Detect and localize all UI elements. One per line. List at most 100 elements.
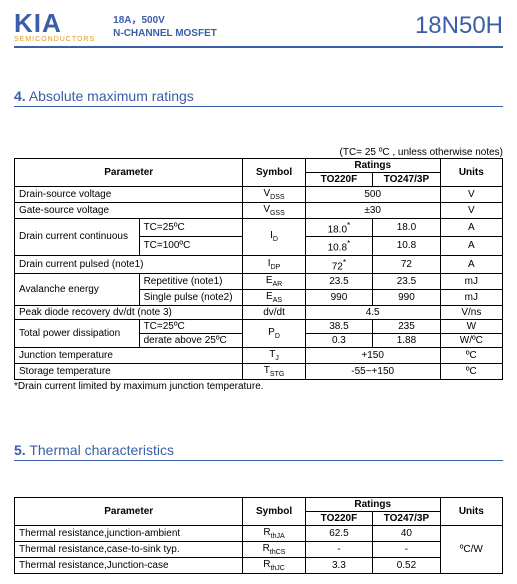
section4-title: Absolute maximum ratings bbox=[29, 88, 194, 104]
cond: TC=25ºC bbox=[139, 319, 243, 333]
rating-b: - bbox=[373, 541, 441, 557]
logo-sub: SEMICONDUCTORS bbox=[14, 36, 95, 43]
section5-num: 5. bbox=[14, 442, 26, 458]
symbol: EAR bbox=[243, 273, 305, 289]
rating-a: 38.5 bbox=[305, 319, 372, 333]
param: Thermal resistance,junction-ambient bbox=[15, 525, 243, 541]
param: Thermal resistance,Junction-case bbox=[15, 557, 243, 573]
rating-a: 3.3 bbox=[305, 557, 372, 573]
th-to2473p: TO247/3P bbox=[373, 173, 441, 187]
unit: V/ns bbox=[440, 305, 502, 319]
rating: -55~+150 bbox=[305, 363, 440, 379]
unit: A bbox=[440, 219, 502, 237]
th-symbol: Symbol bbox=[243, 159, 305, 187]
symbol: RthJC bbox=[243, 557, 305, 573]
section4-condition: (TC= 25 ºC , unless otherwise notes) bbox=[14, 147, 503, 158]
th-ratings: Ratings bbox=[305, 497, 440, 511]
rating-b: 72 bbox=[373, 255, 441, 273]
symbol: VDSS bbox=[243, 187, 305, 203]
table-row: Thermal resistance,Junction-case RthJC 3… bbox=[15, 557, 503, 573]
rating-b: 40 bbox=[373, 525, 441, 541]
table-header-row: Parameter Symbol Ratings Units bbox=[15, 497, 503, 511]
table-row: Drain current pulsed (note1) IDP 72* 72 … bbox=[15, 255, 503, 273]
cond: TC=100ºC bbox=[139, 237, 243, 255]
unit: A bbox=[440, 237, 502, 255]
th-to2473p: TO247/3P bbox=[373, 511, 441, 525]
unit: ºC bbox=[440, 363, 502, 379]
unit: V bbox=[440, 187, 502, 203]
rating-a: 23.5 bbox=[305, 273, 372, 289]
symbol: ID bbox=[243, 219, 305, 256]
symbol: PD bbox=[243, 319, 305, 347]
unit: mJ bbox=[440, 289, 502, 305]
table-row: Thermal resistance,junction-ambient RthJ… bbox=[15, 525, 503, 541]
symbol: VGSS bbox=[243, 203, 305, 219]
header: KIA SEMICONDUCTORS 18A，500V N-CHANNEL MO… bbox=[14, 10, 503, 48]
param: Storage temperature bbox=[15, 363, 243, 379]
rating-b: 10.8 bbox=[373, 237, 441, 255]
section4-num: 4. bbox=[14, 88, 26, 104]
table-row: Junction temperature TJ +150 ºC bbox=[15, 347, 503, 363]
rating: +150 bbox=[305, 347, 440, 363]
cond: derate above 25ºC bbox=[139, 333, 243, 347]
logo-main: KIA bbox=[14, 10, 95, 36]
section5-head: 5. Thermal characteristics bbox=[14, 442, 503, 461]
unit: A bbox=[440, 255, 502, 273]
unit: ºC bbox=[440, 347, 502, 363]
subtitle-line1: 18A，500V bbox=[113, 14, 415, 27]
rating-a: 0.3 bbox=[305, 333, 372, 347]
symbol: TSTG bbox=[243, 363, 305, 379]
param: Gate-source voltage bbox=[15, 203, 243, 219]
th-parameter: Parameter bbox=[15, 159, 243, 187]
symbol: IDP bbox=[243, 255, 305, 273]
rating-a: 990 bbox=[305, 289, 372, 305]
rating-a: 72* bbox=[305, 255, 372, 273]
symbol: dv/dt bbox=[243, 305, 305, 319]
param: Drain current pulsed (note1) bbox=[15, 255, 243, 273]
cond: TC=25ºC bbox=[139, 219, 243, 237]
th-symbol: Symbol bbox=[243, 497, 305, 525]
section4-head: 4. Absolute maximum ratings bbox=[14, 88, 503, 107]
rating: 500 bbox=[305, 187, 440, 203]
rating-b: 990 bbox=[373, 289, 441, 305]
th-units: Units bbox=[440, 159, 502, 187]
subtitle-line2: N-CHANNEL MOSFET bbox=[113, 27, 415, 40]
rating-b: 1.88 bbox=[373, 333, 441, 347]
ratings-table: Parameter Symbol Ratings Units TO220F TO… bbox=[14, 158, 503, 380]
th-units: Units bbox=[440, 497, 502, 525]
symbol: EAS bbox=[243, 289, 305, 305]
rating-b: 18.0 bbox=[373, 219, 441, 237]
th-to220f: TO220F bbox=[305, 511, 372, 525]
rating-a: 10.8* bbox=[305, 237, 372, 255]
unit: W bbox=[440, 319, 502, 333]
param: Total power dissipation bbox=[15, 319, 140, 347]
rating: ±30 bbox=[305, 203, 440, 219]
unit: V bbox=[440, 203, 502, 219]
rating-a: - bbox=[305, 541, 372, 557]
unit: W/ºC bbox=[440, 333, 502, 347]
logo-block: KIA SEMICONDUCTORS bbox=[14, 10, 95, 43]
rating-b: 235 bbox=[373, 319, 441, 333]
rating-b: 0.52 bbox=[373, 557, 441, 573]
table-row: Drain current continuous TC=25ºC ID 18.0… bbox=[15, 219, 503, 237]
unit: ºC/W bbox=[440, 525, 502, 573]
cond: Repetitive (note1) bbox=[139, 273, 243, 289]
param: Avalanche energy bbox=[15, 273, 140, 305]
table-header-row: Parameter Symbol Ratings Units bbox=[15, 159, 503, 173]
section5-title: Thermal characteristics bbox=[29, 442, 174, 458]
subtitle: 18A，500V N-CHANNEL MOSFET bbox=[113, 14, 415, 40]
symbol: RthJA bbox=[243, 525, 305, 541]
th-ratings: Ratings bbox=[305, 159, 440, 173]
param: Thermal resistance,case-to-sink typ. bbox=[15, 541, 243, 557]
unit: mJ bbox=[440, 273, 502, 289]
th-to220f: TO220F bbox=[305, 173, 372, 187]
rating-b: 23.5 bbox=[373, 273, 441, 289]
table-row: Thermal resistance,case-to-sink typ. Rth… bbox=[15, 541, 503, 557]
table-row: Total power dissipation TC=25ºC PD 38.5 … bbox=[15, 319, 503, 333]
table-row: Storage temperature TSTG -55~+150 ºC bbox=[15, 363, 503, 379]
param: Drain current continuous bbox=[15, 219, 140, 256]
table-row: Drain-source voltage VDSS 500 V bbox=[15, 187, 503, 203]
rating-a: 62.5 bbox=[305, 525, 372, 541]
table-row: Peak diode recovery dv/dt (note 3) dv/dt… bbox=[15, 305, 503, 319]
table-row: Gate-source voltage VGSS ±30 V bbox=[15, 203, 503, 219]
